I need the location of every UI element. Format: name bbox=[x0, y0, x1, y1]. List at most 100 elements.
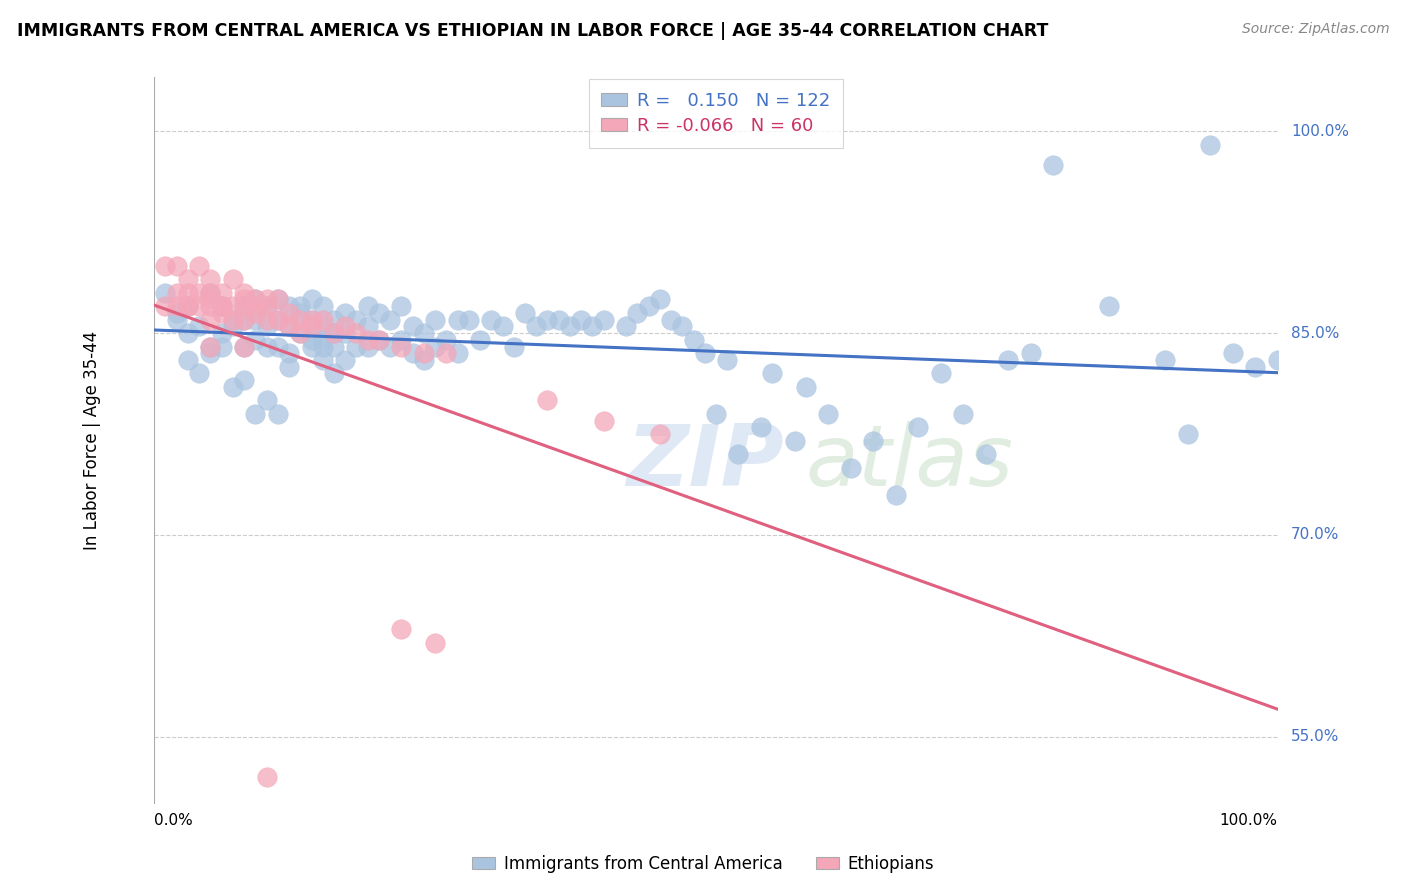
Point bbox=[335, 353, 357, 368]
Point bbox=[155, 259, 177, 273]
Point bbox=[401, 319, 423, 334]
Point bbox=[245, 407, 267, 421]
Point bbox=[794, 380, 817, 394]
Point bbox=[312, 319, 335, 334]
Point bbox=[211, 299, 233, 313]
Point bbox=[1222, 346, 1244, 360]
Point bbox=[188, 285, 211, 300]
Text: IMMIGRANTS FROM CENTRAL AMERICA VS ETHIOPIAN IN LABOR FORCE | AGE 35-44 CORRELAT: IMMIGRANTS FROM CENTRAL AMERICA VS ETHIO… bbox=[17, 22, 1049, 40]
Point bbox=[245, 312, 267, 326]
Point bbox=[233, 340, 256, 354]
Point bbox=[558, 319, 581, 334]
Point bbox=[626, 306, 648, 320]
Point bbox=[166, 299, 188, 313]
Point bbox=[278, 359, 301, 374]
Point bbox=[166, 312, 188, 326]
Point bbox=[267, 340, 290, 354]
Text: 70.0%: 70.0% bbox=[1291, 527, 1340, 542]
Point bbox=[839, 460, 862, 475]
Point bbox=[290, 312, 312, 326]
Point bbox=[211, 285, 233, 300]
Text: 55.0%: 55.0% bbox=[1291, 730, 1340, 744]
Point bbox=[301, 312, 323, 326]
Legend: Immigrants from Central America, Ethiopians: Immigrants from Central America, Ethiopi… bbox=[465, 848, 941, 880]
Point bbox=[648, 427, 671, 442]
Point bbox=[267, 293, 290, 307]
Point bbox=[211, 306, 233, 320]
Point bbox=[1154, 353, 1177, 368]
Point bbox=[357, 299, 380, 313]
Point bbox=[536, 393, 558, 408]
Point bbox=[389, 299, 412, 313]
Point bbox=[233, 312, 256, 326]
Point bbox=[389, 622, 412, 636]
Point bbox=[312, 353, 335, 368]
Point bbox=[200, 340, 222, 354]
Point bbox=[817, 407, 839, 421]
Point bbox=[290, 299, 312, 313]
Point bbox=[389, 340, 412, 354]
Point bbox=[357, 333, 380, 347]
Point bbox=[177, 272, 200, 286]
Point bbox=[200, 272, 222, 286]
Point bbox=[233, 299, 256, 313]
Point bbox=[884, 487, 907, 501]
Point bbox=[245, 293, 267, 307]
Point bbox=[256, 393, 278, 408]
Point bbox=[862, 434, 884, 448]
Point bbox=[761, 367, 783, 381]
Point bbox=[648, 293, 671, 307]
Point bbox=[1177, 427, 1199, 442]
Point bbox=[346, 340, 368, 354]
Point bbox=[783, 434, 806, 448]
Text: 0.0%: 0.0% bbox=[155, 814, 193, 829]
Point bbox=[256, 319, 278, 334]
Point bbox=[412, 353, 434, 368]
Point bbox=[659, 312, 682, 326]
Point bbox=[200, 285, 222, 300]
Text: 85.0%: 85.0% bbox=[1291, 326, 1340, 341]
Point bbox=[188, 319, 211, 334]
Point bbox=[581, 319, 603, 334]
Text: 100.0%: 100.0% bbox=[1220, 814, 1278, 829]
Point bbox=[278, 299, 301, 313]
Point bbox=[188, 259, 211, 273]
Point bbox=[637, 299, 659, 313]
Point bbox=[222, 312, 245, 326]
Point bbox=[177, 299, 200, 313]
Legend: R =   0.150   N = 122, R = -0.066   N = 60: R = 0.150 N = 122, R = -0.066 N = 60 bbox=[589, 79, 844, 148]
Point bbox=[1267, 353, 1289, 368]
Point bbox=[357, 340, 380, 354]
Point bbox=[524, 319, 547, 334]
Point bbox=[592, 312, 614, 326]
Point bbox=[434, 333, 457, 347]
Point bbox=[222, 312, 245, 326]
Point bbox=[267, 312, 290, 326]
Point bbox=[233, 373, 256, 387]
Point bbox=[233, 285, 256, 300]
Point bbox=[166, 259, 188, 273]
Point bbox=[155, 285, 177, 300]
Point bbox=[177, 299, 200, 313]
Point bbox=[256, 770, 278, 784]
Point bbox=[290, 326, 312, 340]
Point bbox=[200, 293, 222, 307]
Point bbox=[446, 312, 468, 326]
Point bbox=[1098, 299, 1121, 313]
Point bbox=[233, 340, 256, 354]
Point bbox=[211, 340, 233, 354]
Point bbox=[211, 299, 233, 313]
Point bbox=[245, 333, 267, 347]
Point bbox=[749, 420, 772, 434]
Point bbox=[569, 312, 592, 326]
Point bbox=[380, 340, 402, 354]
Point bbox=[502, 340, 524, 354]
Point bbox=[1019, 346, 1042, 360]
Point bbox=[446, 346, 468, 360]
Point bbox=[312, 312, 335, 326]
Point bbox=[974, 447, 997, 461]
Text: ZIP: ZIP bbox=[626, 421, 783, 504]
Point bbox=[278, 306, 301, 320]
Point bbox=[682, 333, 704, 347]
Point bbox=[301, 333, 323, 347]
